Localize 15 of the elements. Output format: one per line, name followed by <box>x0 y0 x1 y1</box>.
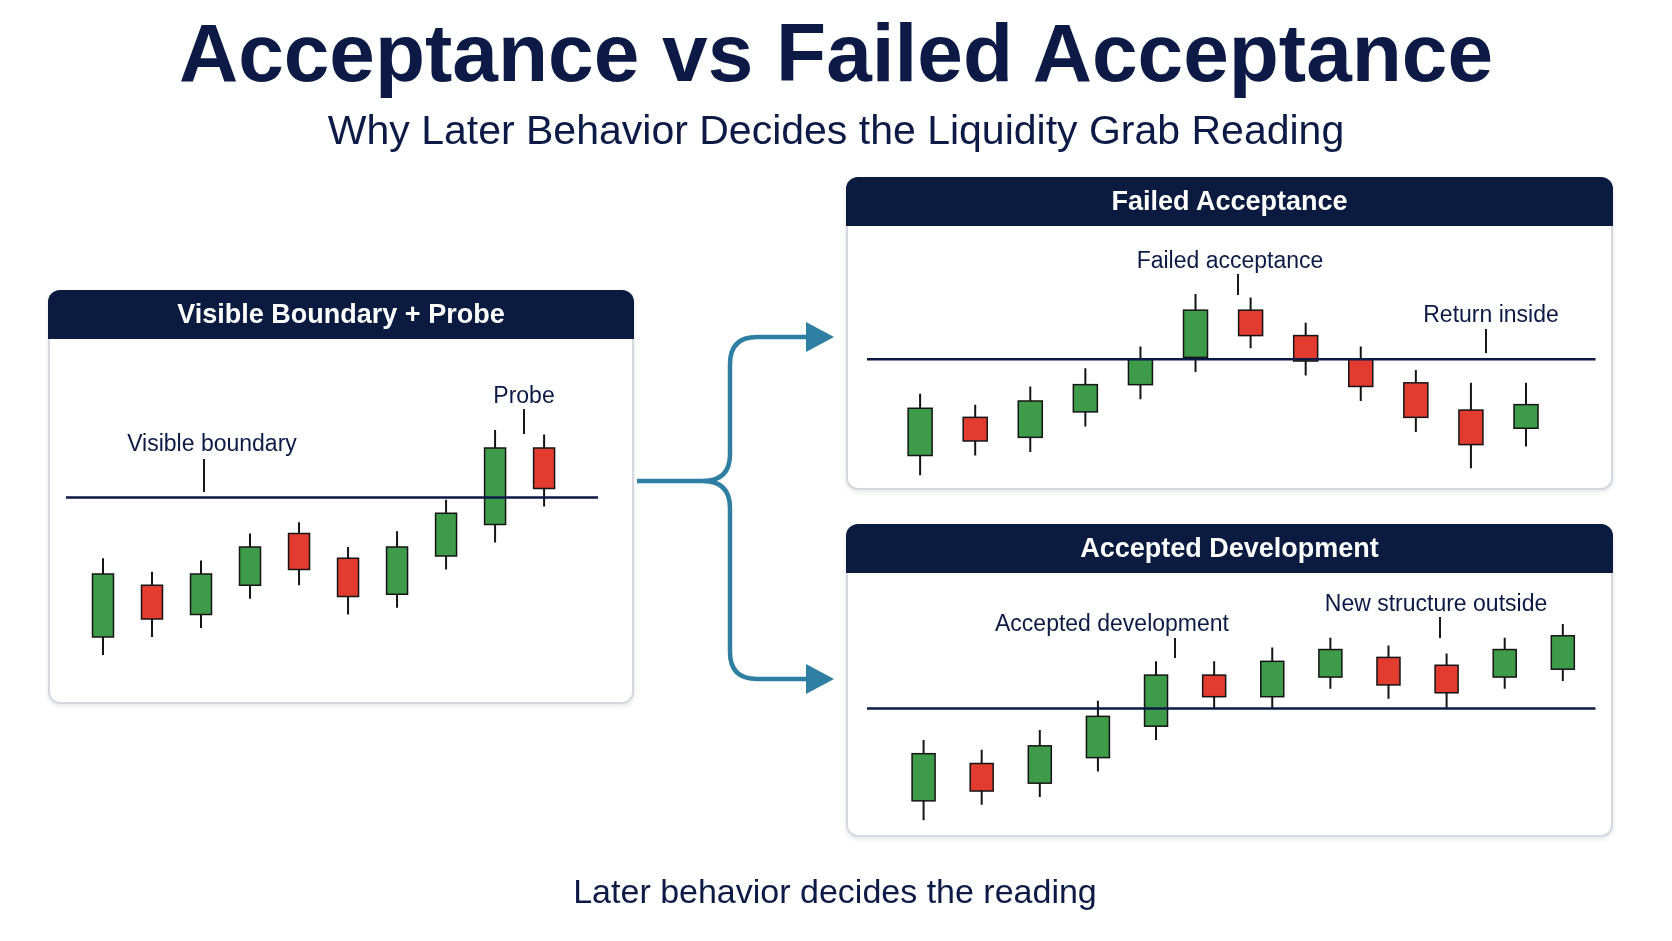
chart-title: Accepted Development <box>1080 533 1379 564</box>
text: New structure outside <box>1324 589 1548 616</box>
annotation: Return inside <box>1423 300 1559 328</box>
chart-title: Visible Boundary + Probe <box>177 299 505 330</box>
candlestick <box>1513 381 1539 448</box>
text: Probe <box>493 381 555 409</box>
text: Failed acceptance <box>1136 246 1324 274</box>
text: Later behavior decides the reading <box>572 872 1098 911</box>
candlestick <box>1201 660 1227 710</box>
text: Why Later Behavior Decides the Liquidity Grab Reading <box>326 107 1346 154</box>
ref-line-label: Visible boundary <box>127 429 297 457</box>
chart-title: Failed Acceptance <box>1111 186 1348 217</box>
text: Acceptance vs Failed Acceptance <box>177 6 1495 99</box>
candlestick <box>962 403 988 457</box>
annotation: Accepted development <box>995 609 1229 637</box>
